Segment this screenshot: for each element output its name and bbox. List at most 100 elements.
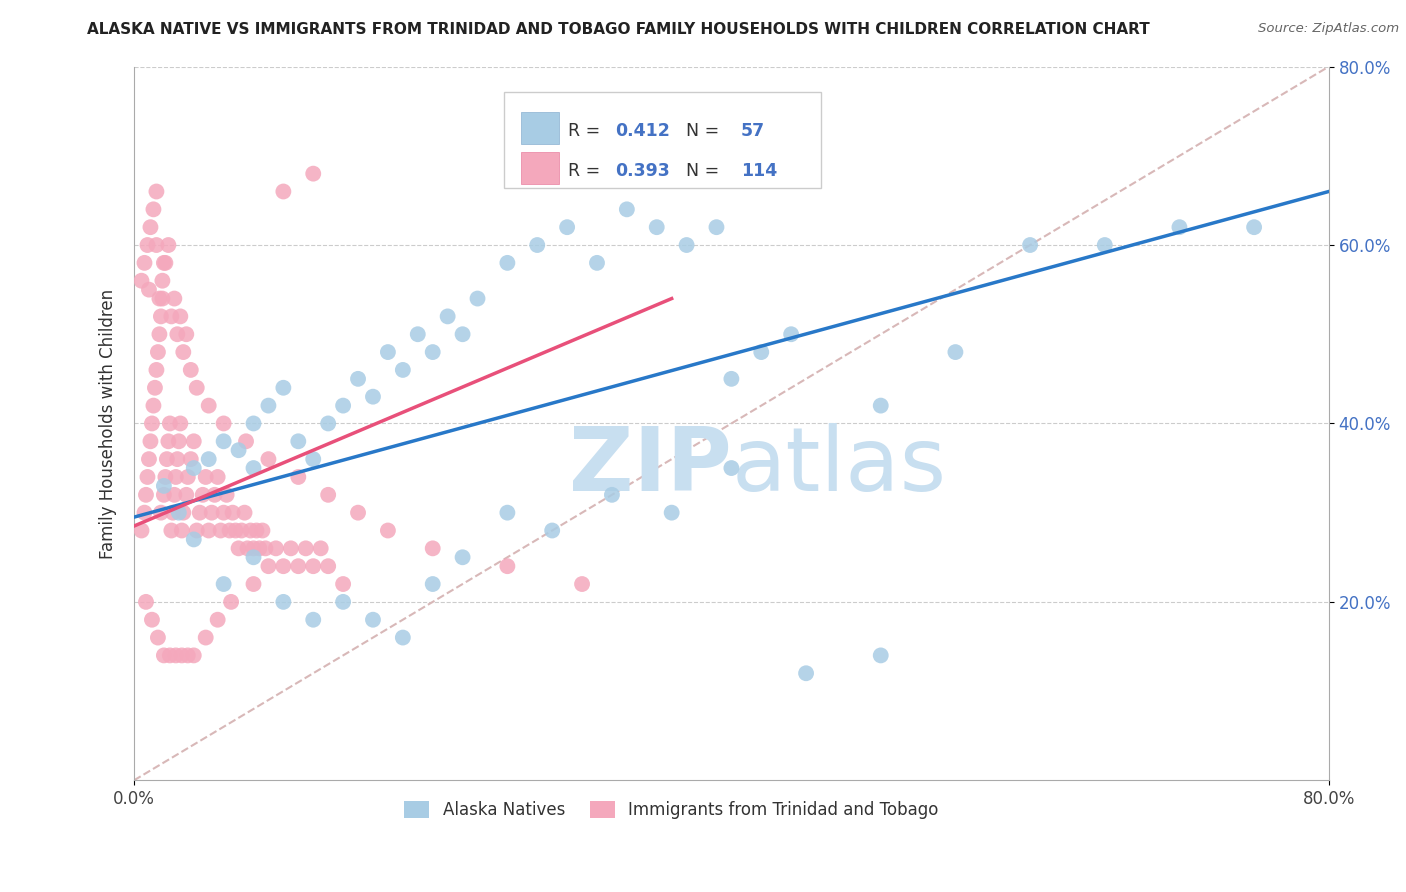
Point [134, 256, 156, 270]
Point [780, 327, 803, 342]
Point [257, 559, 280, 574]
Point [361, 613, 384, 627]
Point [149, 506, 172, 520]
Point [600, 488, 623, 502]
Point [302, 613, 325, 627]
Point [194, 470, 217, 484]
Point [207, 470, 229, 484]
Point [197, 399, 219, 413]
Point [212, 417, 235, 431]
Text: Source: ZipAtlas.com: Source: ZipAtlas.com [1258, 22, 1399, 36]
Point [316, 417, 339, 431]
Point [377, 524, 399, 538]
Point [148, 292, 170, 306]
Point [169, 310, 191, 324]
Point [139, 220, 162, 235]
Point [869, 399, 891, 413]
Point [145, 238, 167, 252]
Text: ALASKA NATIVE VS IMMIGRANTS FROM TRINIDAD AND TOBAGO FAMILY HOUSEHOLDS WITH CHIL: ALASKA NATIVE VS IMMIGRANTS FROM TRINIDA… [87, 22, 1150, 37]
Point [287, 559, 309, 574]
Point [212, 577, 235, 591]
FancyBboxPatch shape [522, 112, 560, 144]
Point [316, 488, 339, 502]
Point [496, 559, 519, 574]
Point [586, 256, 609, 270]
Point [180, 452, 202, 467]
Point [280, 541, 302, 556]
Point [467, 292, 489, 306]
Point [225, 524, 247, 538]
Point [163, 488, 186, 502]
Point [201, 506, 224, 520]
Point [1243, 220, 1265, 235]
Point [541, 524, 564, 538]
Point [153, 648, 176, 663]
Point [156, 452, 179, 467]
Point [194, 631, 217, 645]
Point [204, 488, 226, 502]
Point [1168, 220, 1191, 235]
Point [142, 202, 165, 217]
Point [526, 238, 548, 252]
Point [170, 524, 193, 538]
FancyBboxPatch shape [505, 92, 821, 188]
Point [1094, 238, 1116, 252]
Point [273, 185, 295, 199]
Point [212, 434, 235, 449]
Point [436, 310, 458, 324]
Point [145, 363, 167, 377]
Point [166, 452, 188, 467]
Text: 57: 57 [741, 122, 765, 140]
Point [186, 524, 208, 538]
Point [139, 434, 162, 449]
Point [218, 524, 240, 538]
Point [176, 327, 198, 342]
Point [661, 506, 683, 520]
Point [134, 506, 156, 520]
Point [287, 434, 309, 449]
Point [377, 345, 399, 359]
Point [496, 506, 519, 520]
Point [172, 506, 194, 520]
Point [287, 470, 309, 484]
Point [720, 461, 742, 475]
Text: N =: N = [675, 162, 725, 180]
Point [188, 506, 211, 520]
Point [332, 399, 354, 413]
Point [294, 541, 316, 556]
Point [180, 363, 202, 377]
Point [302, 452, 325, 467]
Point [1019, 238, 1042, 252]
Point [141, 417, 163, 431]
Point [153, 256, 176, 270]
Point [212, 506, 235, 520]
Point [165, 648, 187, 663]
Point [233, 506, 256, 520]
Point [252, 524, 274, 538]
Point [496, 256, 519, 270]
Point [720, 372, 742, 386]
Point [332, 577, 354, 591]
Point [209, 524, 232, 538]
Point [197, 524, 219, 538]
Point [706, 220, 728, 235]
Point [228, 541, 250, 556]
Point [945, 345, 967, 359]
Point [302, 167, 325, 181]
Point [242, 541, 264, 556]
Point [167, 434, 190, 449]
Point [149, 310, 172, 324]
Point [177, 470, 200, 484]
Point [231, 524, 253, 538]
Text: R =: R = [568, 122, 606, 140]
Point [170, 648, 193, 663]
Point [794, 666, 817, 681]
Point [302, 559, 325, 574]
Point [142, 399, 165, 413]
Point [146, 631, 169, 645]
Point [138, 452, 160, 467]
Point [167, 506, 190, 520]
Text: atlas: atlas [731, 423, 946, 509]
Point [183, 434, 205, 449]
Point [136, 470, 159, 484]
